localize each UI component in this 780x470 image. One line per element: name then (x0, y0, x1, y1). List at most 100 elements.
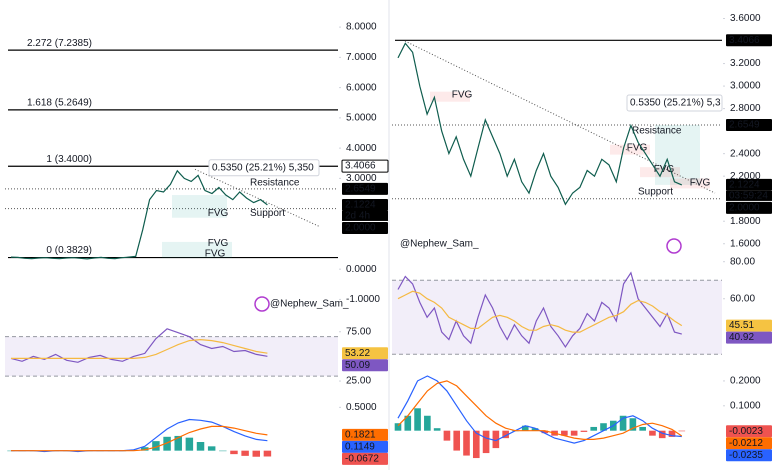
watermark-icon (666, 238, 682, 254)
level-label: 0 (0.3829) (46, 245, 92, 256)
histogram-bar (580, 430, 588, 432)
y-tick-label: 3.2000 (730, 58, 761, 69)
price-tag (726, 449, 772, 462)
fvg-label: FVG (452, 90, 473, 101)
countdown-label: 2d 4h (345, 211, 370, 222)
histogram-bar (185, 437, 194, 451)
y-tick-label: 7.0000 (346, 52, 377, 63)
fvg-zone (670, 178, 710, 189)
histogram-bar (404, 415, 412, 431)
y-tick-label: 0.2000 (730, 376, 761, 387)
y-tick-label: 0.5000 (346, 402, 377, 413)
support-label: Support (638, 186, 673, 197)
histogram-bar (658, 430, 666, 439)
histogram-bar (492, 430, 500, 449)
price-tag-label: 45.51 (729, 320, 754, 331)
y-tick-label: 8.0000 (346, 22, 377, 33)
fvg-zone (610, 144, 650, 155)
rsi-band (5, 336, 338, 377)
countdown-label: 03:59:24 (729, 191, 768, 202)
price-tag-label: -0.0212 (729, 438, 763, 449)
price-tag (342, 221, 388, 234)
histogram-bar (482, 430, 490, 454)
histogram-bar (252, 450, 261, 457)
fvg-label: FVG (654, 164, 675, 175)
indicator-line (397, 290, 683, 333)
fvg-zone (430, 91, 470, 102)
histogram-bar (561, 430, 568, 436)
price-tag-label: -0.0235 (729, 450, 763, 461)
price-tag-label: 0.1149 (345, 442, 375, 453)
histogram-bar (649, 430, 656, 436)
y-tick-label: 75.00 (346, 326, 371, 337)
price-tag (726, 118, 772, 131)
level-label: 2.272 (7.2385) (27, 38, 92, 49)
histogram-bar (629, 418, 637, 431)
histogram-bar (433, 428, 441, 431)
price-tag (726, 437, 772, 450)
histogram-bar (196, 442, 205, 451)
price-tag (342, 198, 388, 211)
price-tag (726, 425, 772, 438)
y-tick-label: 2.2000 (730, 171, 761, 182)
fvg-label: FVG (627, 143, 648, 154)
histogram-bar (472, 430, 480, 459)
histogram-bar (207, 446, 216, 451)
y-tick-label: 60.00 (730, 293, 755, 304)
indicator-line (11, 338, 268, 359)
watermark: @Nephew_Sam_ (400, 239, 479, 250)
y-tick-label: 3.0000 (346, 173, 377, 184)
indicator-line (11, 418, 268, 453)
price-tag-label: 3.4066 (729, 35, 760, 46)
price-tag-label: 50.09 (345, 360, 370, 371)
histogram-bar (619, 415, 627, 431)
indicator-line (397, 380, 683, 440)
histogram-bar (241, 450, 249, 456)
resistance-label: Resistance (250, 178, 300, 189)
y-tick-label: 0.1000 (730, 400, 761, 411)
price-tag (342, 359, 388, 372)
price-tag-label: 2.6549 (729, 120, 760, 131)
y-tick-label: 1.6000 (730, 238, 761, 249)
fvg-zone (162, 241, 232, 258)
support-label: Support (250, 208, 285, 219)
y-tick-label: 1.8000 (730, 216, 761, 227)
price-tag-label: 2.0000 (345, 223, 376, 234)
histogram-bar (590, 426, 598, 431)
measure-label: 0.5350 (25.21%) 5,350 (212, 162, 314, 173)
fvg-label: FVG (208, 238, 229, 249)
histogram-bar (424, 415, 431, 431)
indicator-line (397, 271, 682, 348)
y-tick-label: 25.00 (346, 376, 371, 387)
price-tag (726, 319, 772, 332)
histogram-bar (600, 423, 607, 431)
countdown-tag (342, 210, 388, 221)
y-tick-label: 5.0000 (346, 113, 377, 124)
histogram-bar (502, 430, 509, 439)
histogram-bar (414, 408, 421, 431)
price-tag (726, 34, 772, 47)
y-tick-label: 80.00 (730, 256, 755, 267)
histogram-bar (263, 450, 272, 457)
histogram-bar (639, 426, 646, 431)
resistance-label: Resistance (632, 126, 682, 137)
fvg-label: FVG (208, 208, 229, 219)
y-tick-label: 0.0000 (346, 264, 377, 275)
price-tag (342, 452, 388, 465)
histogram-bar (521, 425, 529, 431)
histogram-bar (141, 447, 149, 451)
price-tag (342, 428, 388, 441)
y-tick-label: 3.0000 (730, 81, 761, 92)
histogram-bar (219, 450, 227, 452)
indicator-line (397, 375, 682, 444)
price-tag-label: 53.22 (345, 348, 370, 359)
level-label: 1 (3.4000) (46, 154, 92, 165)
fvg-label: FVG (690, 178, 711, 189)
price-tag-label: 40.92 (729, 332, 754, 343)
watermark-icon (254, 296, 270, 312)
price-tag-label: 2.0000 (729, 203, 760, 214)
trendline (404, 40, 716, 194)
measure-box (208, 159, 320, 177)
watermark: @Nephew_Sam_ (270, 299, 349, 310)
y-tick-label: 3.6000 (730, 13, 761, 24)
